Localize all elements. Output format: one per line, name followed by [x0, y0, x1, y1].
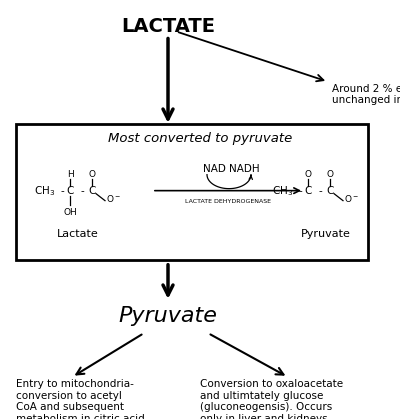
Text: Entry to mitochondria-
conversion to acetyl
CoA and subsequent
metabolism in cit: Entry to mitochondria- conversion to ace… [16, 379, 145, 419]
Text: LACTATE: LACTATE [121, 17, 215, 36]
Text: -: - [318, 186, 322, 196]
Text: O: O [88, 170, 96, 179]
Text: OH: OH [63, 208, 77, 217]
Text: Lactate: Lactate [57, 229, 99, 239]
Text: -: - [80, 186, 84, 196]
Bar [16, 124, 368, 260]
Text: $\mathregular{O^-}$: $\mathregular{O^-}$ [344, 193, 359, 204]
Text: $\mathregular{CH_3}$: $\mathregular{CH_3}$ [272, 184, 293, 197]
Text: C: C [88, 186, 96, 196]
Text: -: - [298, 186, 302, 196]
Text: C: C [304, 186, 312, 196]
Text: NADH: NADH [229, 164, 259, 173]
Text: C: C [326, 186, 334, 196]
Text: C: C [66, 186, 74, 196]
Text: O: O [326, 170, 334, 179]
Text: Pyruvate: Pyruvate [118, 306, 218, 326]
Text: Around 2 % excreted
unchanged in urine: Around 2 % excreted unchanged in urine [332, 84, 400, 106]
Text: NAD: NAD [202, 164, 226, 173]
Text: H: H [67, 170, 73, 179]
Text: Pyruvate: Pyruvate [301, 229, 351, 239]
Text: Most converted to pyruvate: Most converted to pyruvate [108, 132, 292, 145]
Text: $\mathregular{O^-}$: $\mathregular{O^-}$ [106, 193, 121, 204]
Text: LACTATE DEHYDROGENASE: LACTATE DEHYDROGENASE [185, 199, 271, 204]
Text: -: - [60, 186, 64, 196]
Text: O: O [304, 170, 312, 179]
Text: Conversion to oxaloacetate
and ultimtately glucose
(gluconeogensis). Occurs
only: Conversion to oxaloacetate and ultimtate… [200, 379, 343, 419]
Text: $\mathregular{CH_3}$: $\mathregular{CH_3}$ [34, 184, 55, 197]
